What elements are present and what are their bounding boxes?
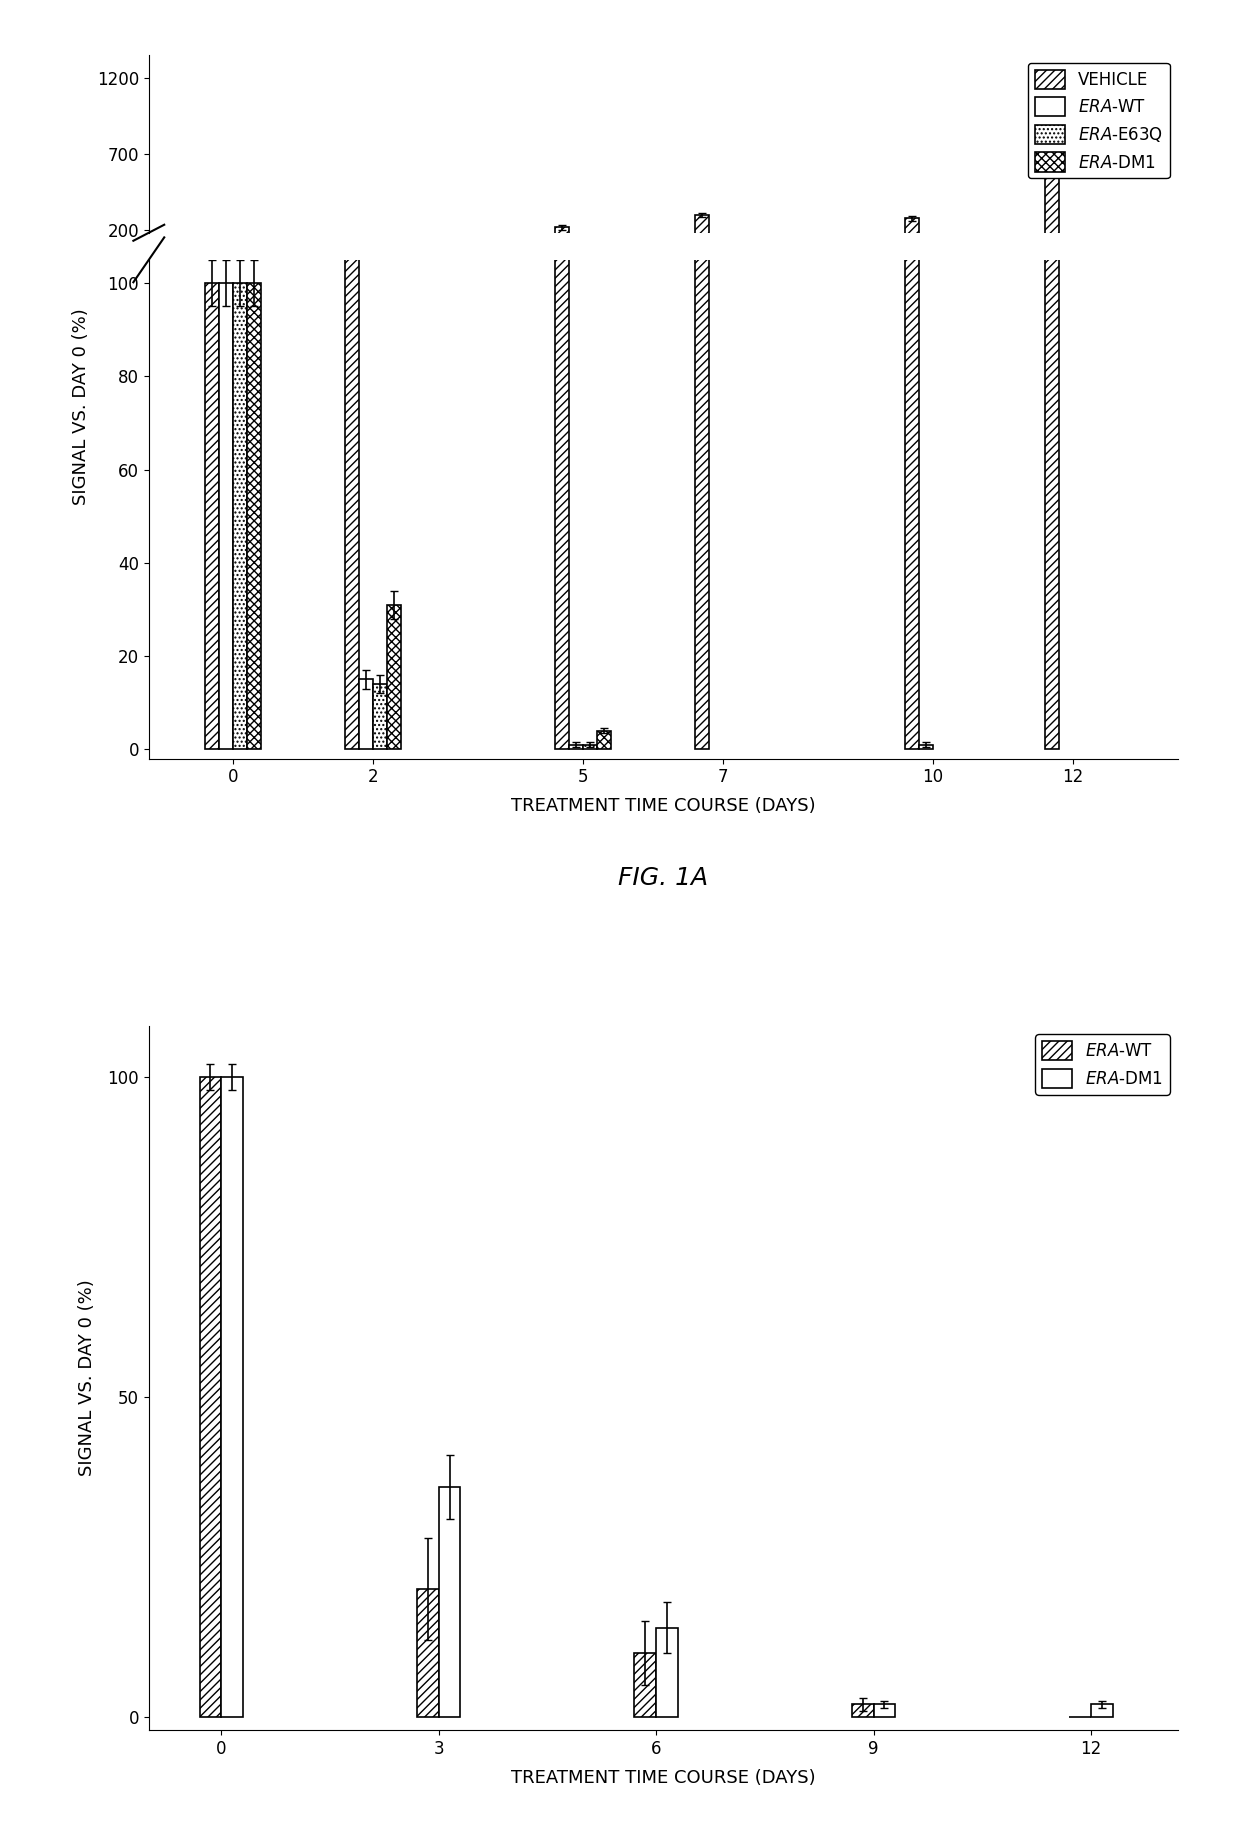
Bar: [218, 282, 233, 748]
Bar: [694, 0, 709, 748]
Bar: [874, 1704, 895, 1717]
Bar: [905, 0, 919, 748]
Bar: [218, 246, 233, 260]
X-axis label: TREATMENT TIME COURSE (DAYS): TREATMENT TIME COURSE (DAYS): [511, 1768, 816, 1786]
Bar: [1045, 0, 1059, 748]
Bar: [200, 1078, 221, 1717]
Bar: [694, 215, 709, 260]
Legend: $\it{ERA}$-WT, $\it{ERA}$-DM1: $\it{ERA}$-WT, $\it{ERA}$-DM1: [1035, 1034, 1169, 1094]
Bar: [345, 189, 358, 748]
Y-axis label: SIGNAL VS. DAY 0 (%): SIGNAL VS. DAY 0 (%): [72, 308, 91, 504]
Legend: VEHICLE, $\it{ERA}$-WT, $\it{ERA}$-E63Q, $\it{ERA}$-DM1: VEHICLE, $\it{ERA}$-WT, $\it{ERA}$-E63Q,…: [1028, 64, 1169, 178]
Bar: [247, 246, 260, 260]
Bar: [247, 282, 260, 748]
Bar: [919, 745, 932, 748]
Bar: [439, 1486, 460, 1717]
Bar: [596, 730, 611, 748]
Bar: [373, 259, 387, 260]
Text: FIG. 1A: FIG. 1A: [619, 867, 708, 890]
Bar: [554, 0, 569, 748]
Bar: [387, 605, 401, 748]
Bar: [1045, 151, 1059, 260]
Bar: [221, 1078, 243, 1717]
Bar: [233, 246, 247, 260]
Bar: [1091, 1704, 1112, 1717]
Bar: [569, 745, 583, 748]
Bar: [635, 1653, 656, 1717]
Bar: [417, 1590, 439, 1717]
Bar: [205, 246, 218, 260]
Bar: [387, 257, 401, 260]
Bar: [905, 219, 919, 260]
Bar: [345, 242, 358, 260]
Bar: [656, 1628, 678, 1717]
Bar: [233, 282, 247, 748]
Bar: [583, 745, 596, 748]
Y-axis label: SIGNAL VS. DAY 0 (%): SIGNAL VS. DAY 0 (%): [78, 1280, 97, 1477]
Bar: [554, 228, 569, 260]
Bar: [852, 1704, 874, 1717]
Bar: [373, 685, 387, 748]
Bar: [205, 282, 218, 748]
Bar: [358, 259, 373, 260]
Bar: [358, 679, 373, 748]
X-axis label: TREATMENT TIME COURSE (DAYS): TREATMENT TIME COURSE (DAYS): [511, 798, 816, 816]
